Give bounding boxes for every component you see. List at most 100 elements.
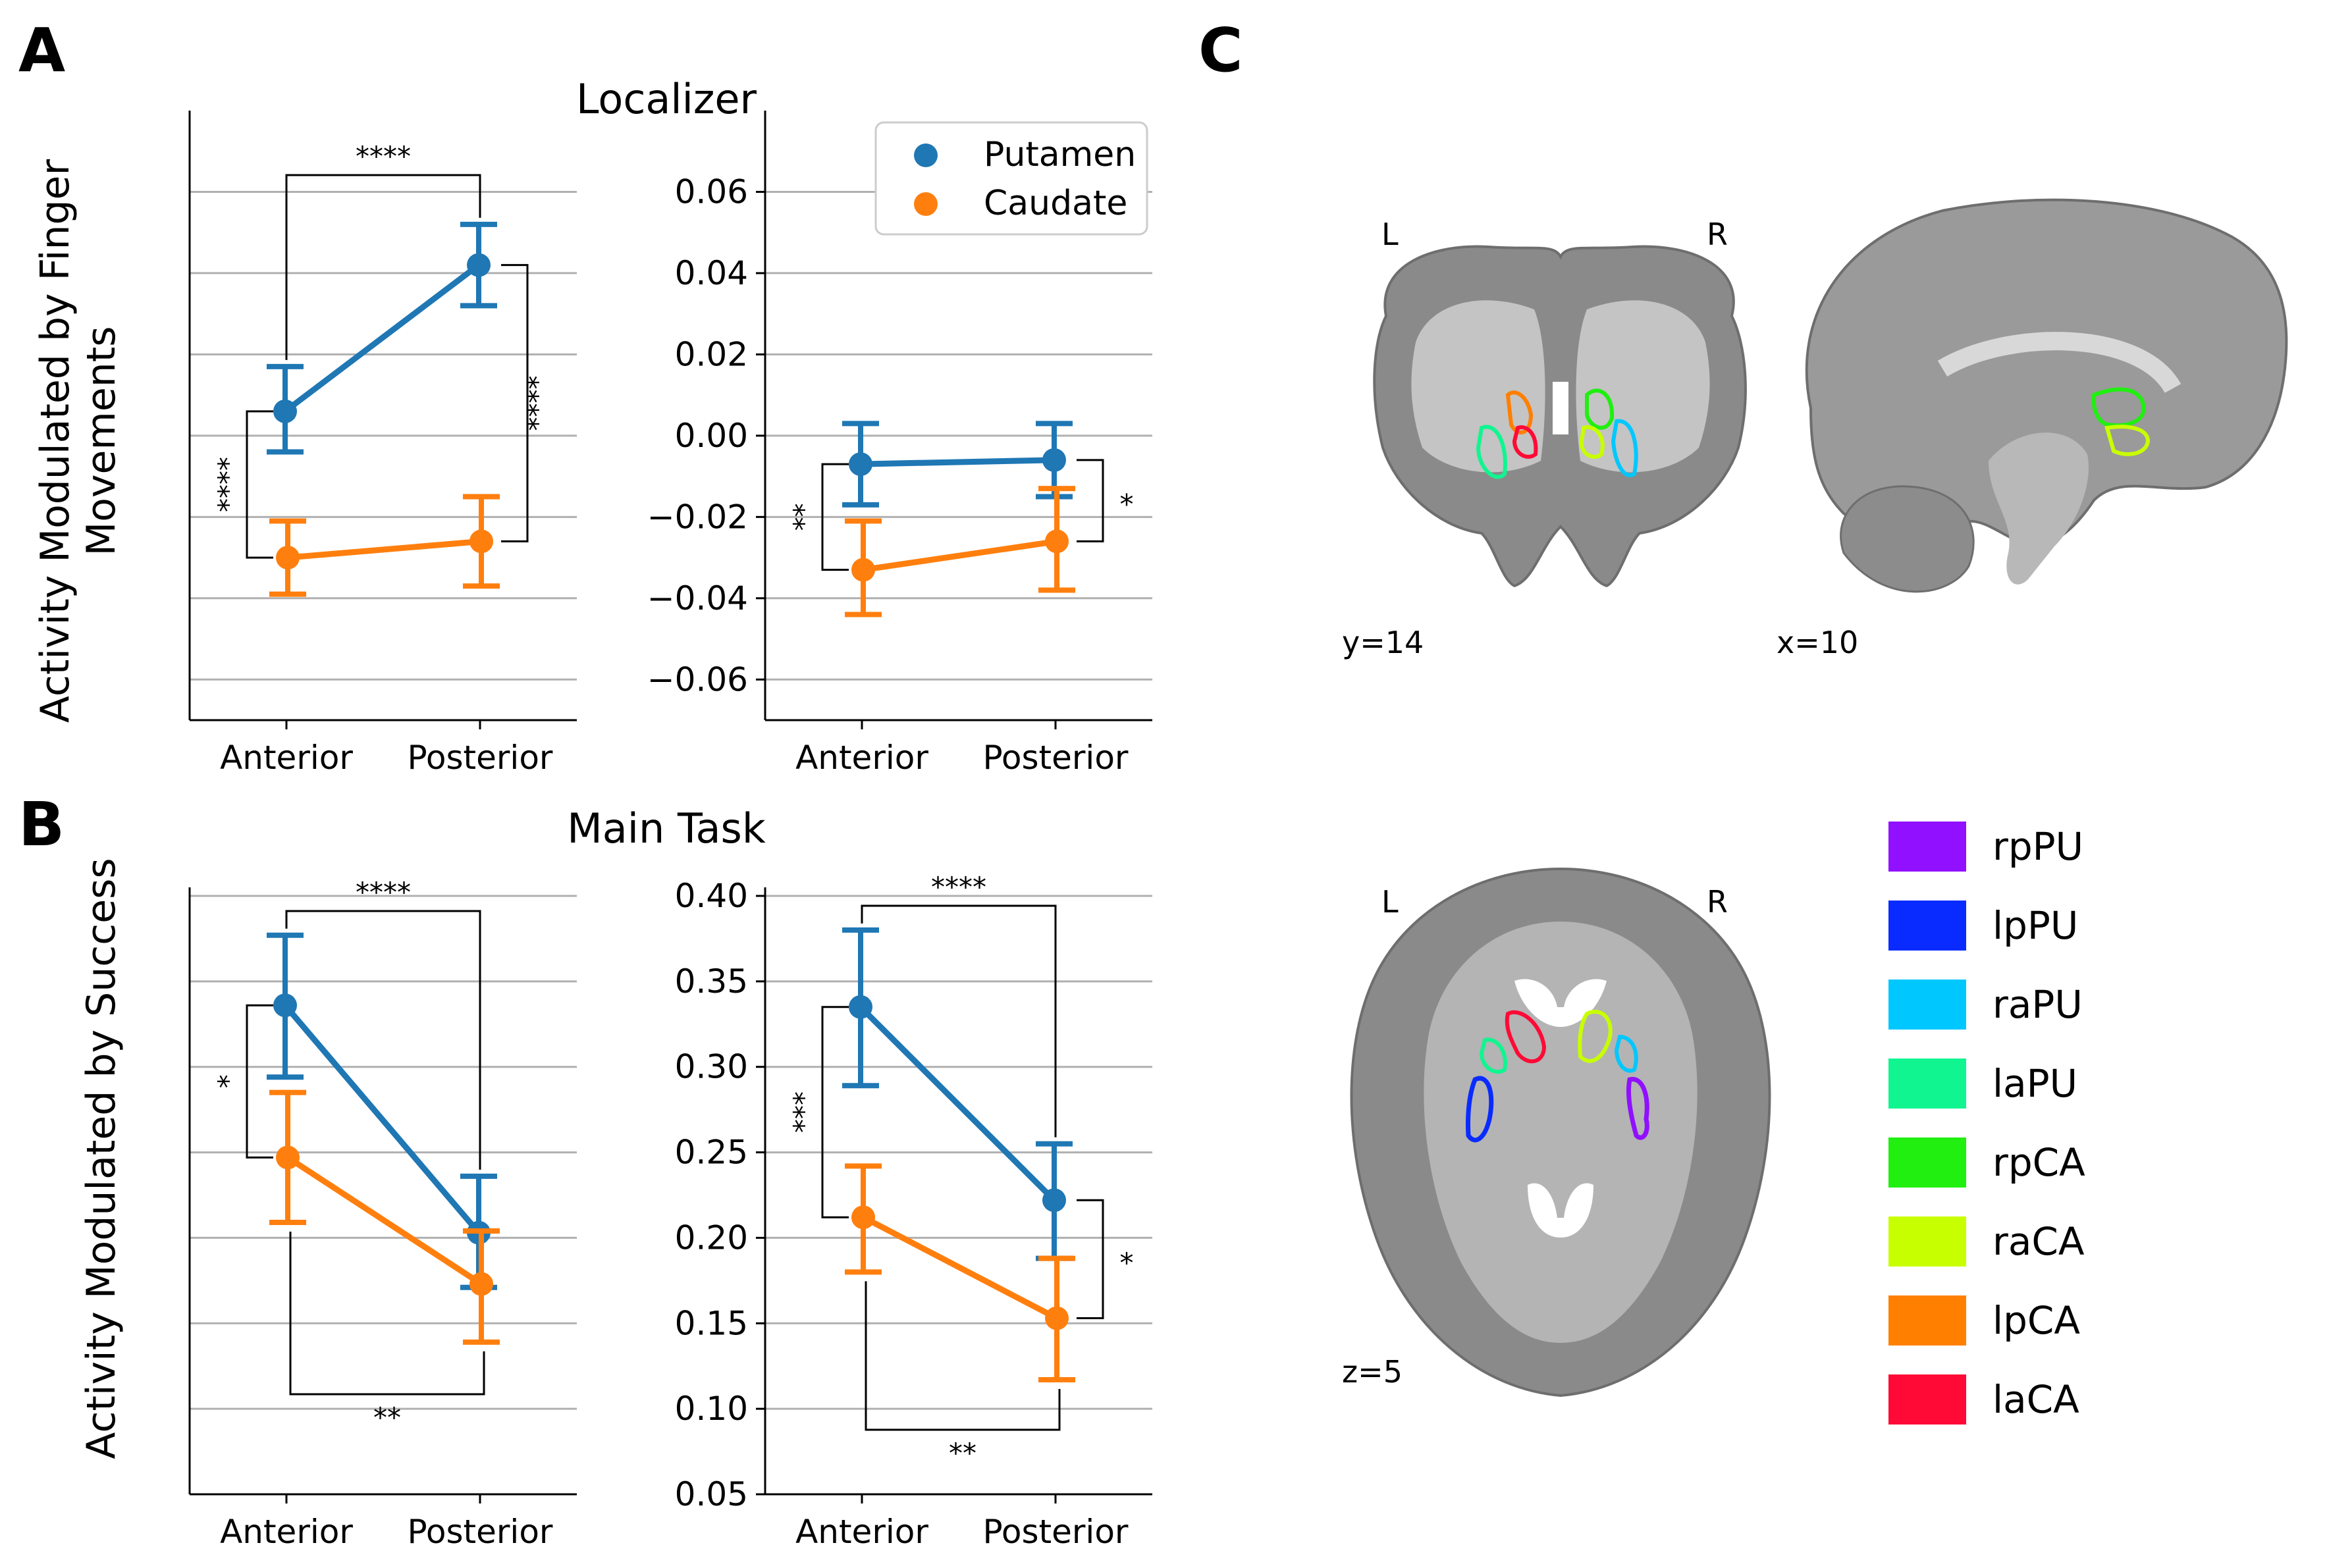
main-task-left-plot: Anterior Posterior******* xyxy=(188,876,577,1551)
series-line xyxy=(861,1215,1059,1321)
legend-marker-caudate xyxy=(914,192,938,216)
x-tick-label: Posterior xyxy=(408,1513,553,1551)
roi-label-rppu: rpPU xyxy=(1993,824,2083,869)
data-point xyxy=(849,452,872,477)
series-line xyxy=(282,1003,481,1235)
sig-label: **** xyxy=(212,457,244,512)
series-line xyxy=(283,262,481,414)
y-tick-label: −0.06 xyxy=(647,660,748,698)
data-point xyxy=(273,993,297,1018)
sig-label: **** xyxy=(522,375,554,431)
y-tick-label: −0.02 xyxy=(647,498,748,536)
roi-legend: rpPU lpPU raPU laPU rpCA raCA lpCA laCA xyxy=(1888,822,2085,1424)
coronal-left-label: L xyxy=(1381,217,1399,252)
data-point xyxy=(276,1145,300,1170)
series-line xyxy=(860,457,1055,467)
series-line xyxy=(286,1155,483,1287)
series-line xyxy=(287,538,482,561)
legend-box xyxy=(874,121,1148,236)
x-tick-label: Anterior xyxy=(220,739,353,777)
x-tick-label: Anterior xyxy=(795,1513,928,1551)
y-tick-label: 0.00 xyxy=(675,417,748,455)
axial-coord-label: z=5 xyxy=(1342,1354,1403,1390)
roi-swatch-rpca xyxy=(1888,1137,1966,1188)
data-point xyxy=(851,1205,875,1230)
y-tick-label: 0.04 xyxy=(675,254,748,292)
data-point xyxy=(467,253,491,277)
series-line xyxy=(863,538,1057,573)
data-point xyxy=(1045,1306,1069,1330)
sig-label: **** xyxy=(931,871,986,903)
roi-label-rapu: raPU xyxy=(1993,982,2083,1027)
sig-bracket xyxy=(289,1232,485,1396)
coronal-brain-image xyxy=(1373,245,1747,588)
panel-letter-a: A xyxy=(18,15,65,86)
y-tick-label: 0.40 xyxy=(675,877,748,915)
sig-bracket xyxy=(865,1281,1061,1431)
roi-label-lpca: lpCA xyxy=(1993,1298,2080,1343)
x-tick-label: Anterior xyxy=(795,739,928,777)
sig-bracket xyxy=(285,910,481,1170)
y-tick-label: 0.02 xyxy=(675,335,748,373)
sig-bracket xyxy=(821,1006,849,1218)
axial-left-label: L xyxy=(1381,884,1399,920)
sig-bracket xyxy=(1077,1199,1104,1319)
data-point xyxy=(1042,448,1066,472)
roi-label-rpca: rpCA xyxy=(1993,1140,2085,1185)
roi-label-laca: laCA xyxy=(1993,1377,2079,1422)
x-tick-label: Posterior xyxy=(408,739,553,777)
localizer-right-plot: Anterior Posterior −0.06 −0.04 −0.02 0.00 0.02… xyxy=(647,111,1152,777)
localizer-ylabel-line2: Movements xyxy=(78,326,124,556)
sig-label: **** xyxy=(356,876,411,908)
roi-swatch-lapu xyxy=(1888,1058,1966,1109)
sig-bracket xyxy=(285,174,481,360)
y-tick-label: 0.06 xyxy=(675,172,748,211)
y-tick-label: 0.35 xyxy=(675,962,748,1001)
roi-swatch-raca xyxy=(1888,1216,1966,1267)
sig-label: **** xyxy=(356,140,411,172)
data-point xyxy=(469,1272,493,1296)
sig-bracket xyxy=(1077,459,1104,542)
data-point xyxy=(849,995,872,1019)
panel-letter-b: B xyxy=(18,789,65,860)
data-point xyxy=(1042,1188,1066,1213)
data-point xyxy=(276,546,300,570)
axial-right-label: R xyxy=(1707,884,1728,920)
sig-bracket xyxy=(861,904,1057,1137)
y-tick-label: 0.15 xyxy=(675,1304,748,1342)
roi-label-raca: raCA xyxy=(1993,1219,2085,1264)
legend-label-caudate: Caudate xyxy=(984,184,1127,223)
y-tick-label: 0.25 xyxy=(675,1134,748,1172)
sig-bracket xyxy=(821,463,849,571)
x-tick-label: Posterior xyxy=(983,1513,1129,1551)
sig-label: * xyxy=(1120,1247,1134,1279)
sig-label: ** xyxy=(788,503,820,531)
sig-label: ** xyxy=(949,1437,976,1469)
y-tick-label: 0.30 xyxy=(675,1048,748,1086)
y-tick-label: 0.10 xyxy=(675,1390,748,1428)
sig-bracket xyxy=(501,264,529,542)
data-point xyxy=(1045,529,1069,554)
roi-swatch-laca xyxy=(1888,1374,1966,1424)
sig-bracket xyxy=(246,410,273,559)
x-tick-label: Anterior xyxy=(220,1513,353,1551)
roi-label-lppu: lpPU xyxy=(1993,903,2078,948)
x-tick-label: Posterior xyxy=(983,739,1129,777)
axial-brain-image xyxy=(1350,867,1771,1398)
roi-swatch-lpca xyxy=(1888,1295,1966,1346)
sagittal-coord-label: x=10 xyxy=(1777,625,1858,660)
localizer-ylabel-line1: Activity Modulated by Finger xyxy=(32,159,78,723)
sig-label: *** xyxy=(788,1091,820,1133)
localizer-left-plot: Anterior Posterior **** **** **** xyxy=(188,111,577,777)
main-task-title: Main Task xyxy=(567,804,766,852)
roi-swatch-rppu xyxy=(1888,822,1966,872)
roi-swatch-rapu xyxy=(1888,980,1966,1030)
roi-swatch-lppu xyxy=(1888,901,1966,951)
y-tick-label: 0.20 xyxy=(675,1218,748,1257)
series-line xyxy=(858,1005,1057,1203)
sig-label: * xyxy=(212,1074,244,1088)
data-point xyxy=(469,529,493,554)
sig-label: ** xyxy=(373,1401,401,1434)
coronal-coord-label: y=14 xyxy=(1342,625,1424,660)
